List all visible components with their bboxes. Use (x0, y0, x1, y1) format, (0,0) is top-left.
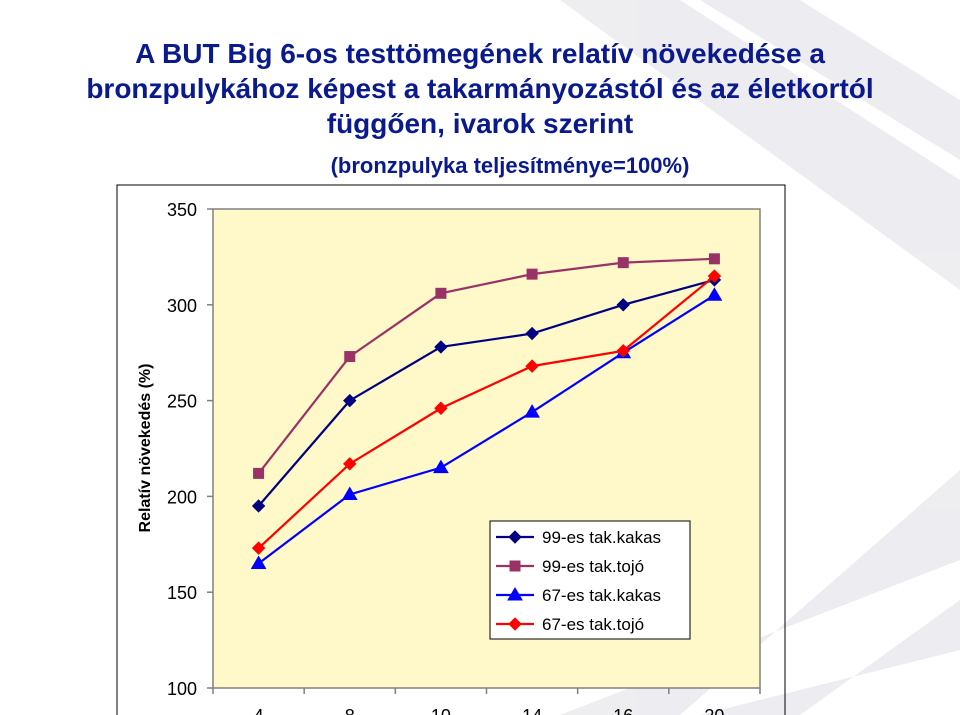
data-point (253, 467, 265, 479)
data-point (707, 269, 722, 283)
y-tick-label: 300 (167, 296, 197, 316)
x-tick-label: 8 (345, 706, 355, 715)
data-point (433, 459, 449, 474)
data-point (435, 287, 447, 299)
series-2 (253, 253, 720, 479)
legend-item: 99-es tak.tojó (496, 557, 644, 576)
legend-item: 99-es tak.kakas (496, 528, 661, 547)
chart-frame (116, 184, 786, 715)
series-line (257, 275, 716, 549)
x-tick-label: 20 (704, 706, 724, 715)
data-point (434, 401, 448, 415)
title-line-2: bronzpulykához képest a takarmányozástól… (86, 73, 874, 104)
legend: 99-es tak.kakas 99-es tak.tojó 67-es tak.k… (489, 520, 691, 640)
data-point (616, 298, 630, 312)
data-point (250, 555, 267, 569)
x-axis: 4 8 10 14 16 20 (212, 688, 761, 715)
data-point (525, 359, 539, 373)
y-axis: 100 150 200 250 300 350 (167, 200, 213, 699)
legend-label: 67-es tak.kakas (542, 586, 661, 605)
y-axis-title: Relatív növekedés (%) (137, 364, 154, 533)
data-point (251, 541, 266, 555)
data-point (343, 393, 357, 408)
data-point (251, 499, 266, 513)
series-layer (250, 253, 723, 569)
title-line-1: A BUT Big 6-os testtömegének relatív növ… (135, 38, 825, 69)
y-tick-label: 100 (167, 679, 197, 699)
data-point (341, 486, 358, 500)
legend-marker (508, 530, 522, 544)
series-line (257, 257, 715, 475)
data-point (344, 351, 356, 363)
y-tick-label: 350 (167, 200, 197, 220)
y-tick-label: 150 (167, 583, 197, 603)
data-point (524, 404, 540, 418)
x-tick-label: 14 (522, 706, 542, 715)
series-line (257, 294, 716, 565)
data-point (525, 326, 539, 341)
y-tick-label: 200 (167, 487, 197, 507)
legend-item: 67-es tak.tojó (496, 615, 644, 634)
data-point (343, 457, 357, 471)
x-tick-label: 4 (254, 706, 264, 715)
legend-label: 67-es tak.tojó (542, 615, 644, 634)
legend-marker (508, 617, 522, 631)
data-point (616, 344, 630, 358)
series-4 (251, 269, 722, 555)
data-point (617, 257, 629, 269)
legend-marker (507, 587, 523, 601)
series-3 (250, 287, 723, 569)
title-line-3: függően, ivarok szerint (326, 108, 634, 139)
data-point (708, 253, 720, 265)
x-tick-label: 16 (613, 706, 633, 715)
legend-marker (509, 560, 521, 572)
y-tick-label: 250 (167, 392, 197, 412)
legend-box (489, 520, 691, 640)
chart-title: A BUT Big 6-os testtömegének relatív növ… (0, 36, 960, 141)
chart-subtitle: (bronzpulyka teljesítménye=100%) (330, 153, 690, 178)
data-point (434, 340, 448, 354)
data-point (526, 268, 538, 280)
x-tick-label: 10 (431, 706, 451, 715)
legend-label: 99-es tak.kakas (542, 528, 661, 547)
legend-label: 99-es tak.tojó (542, 557, 644, 576)
legend-item: 67-es tak.kakas (496, 586, 661, 605)
series-line (257, 278, 715, 507)
data-point (706, 287, 723, 301)
